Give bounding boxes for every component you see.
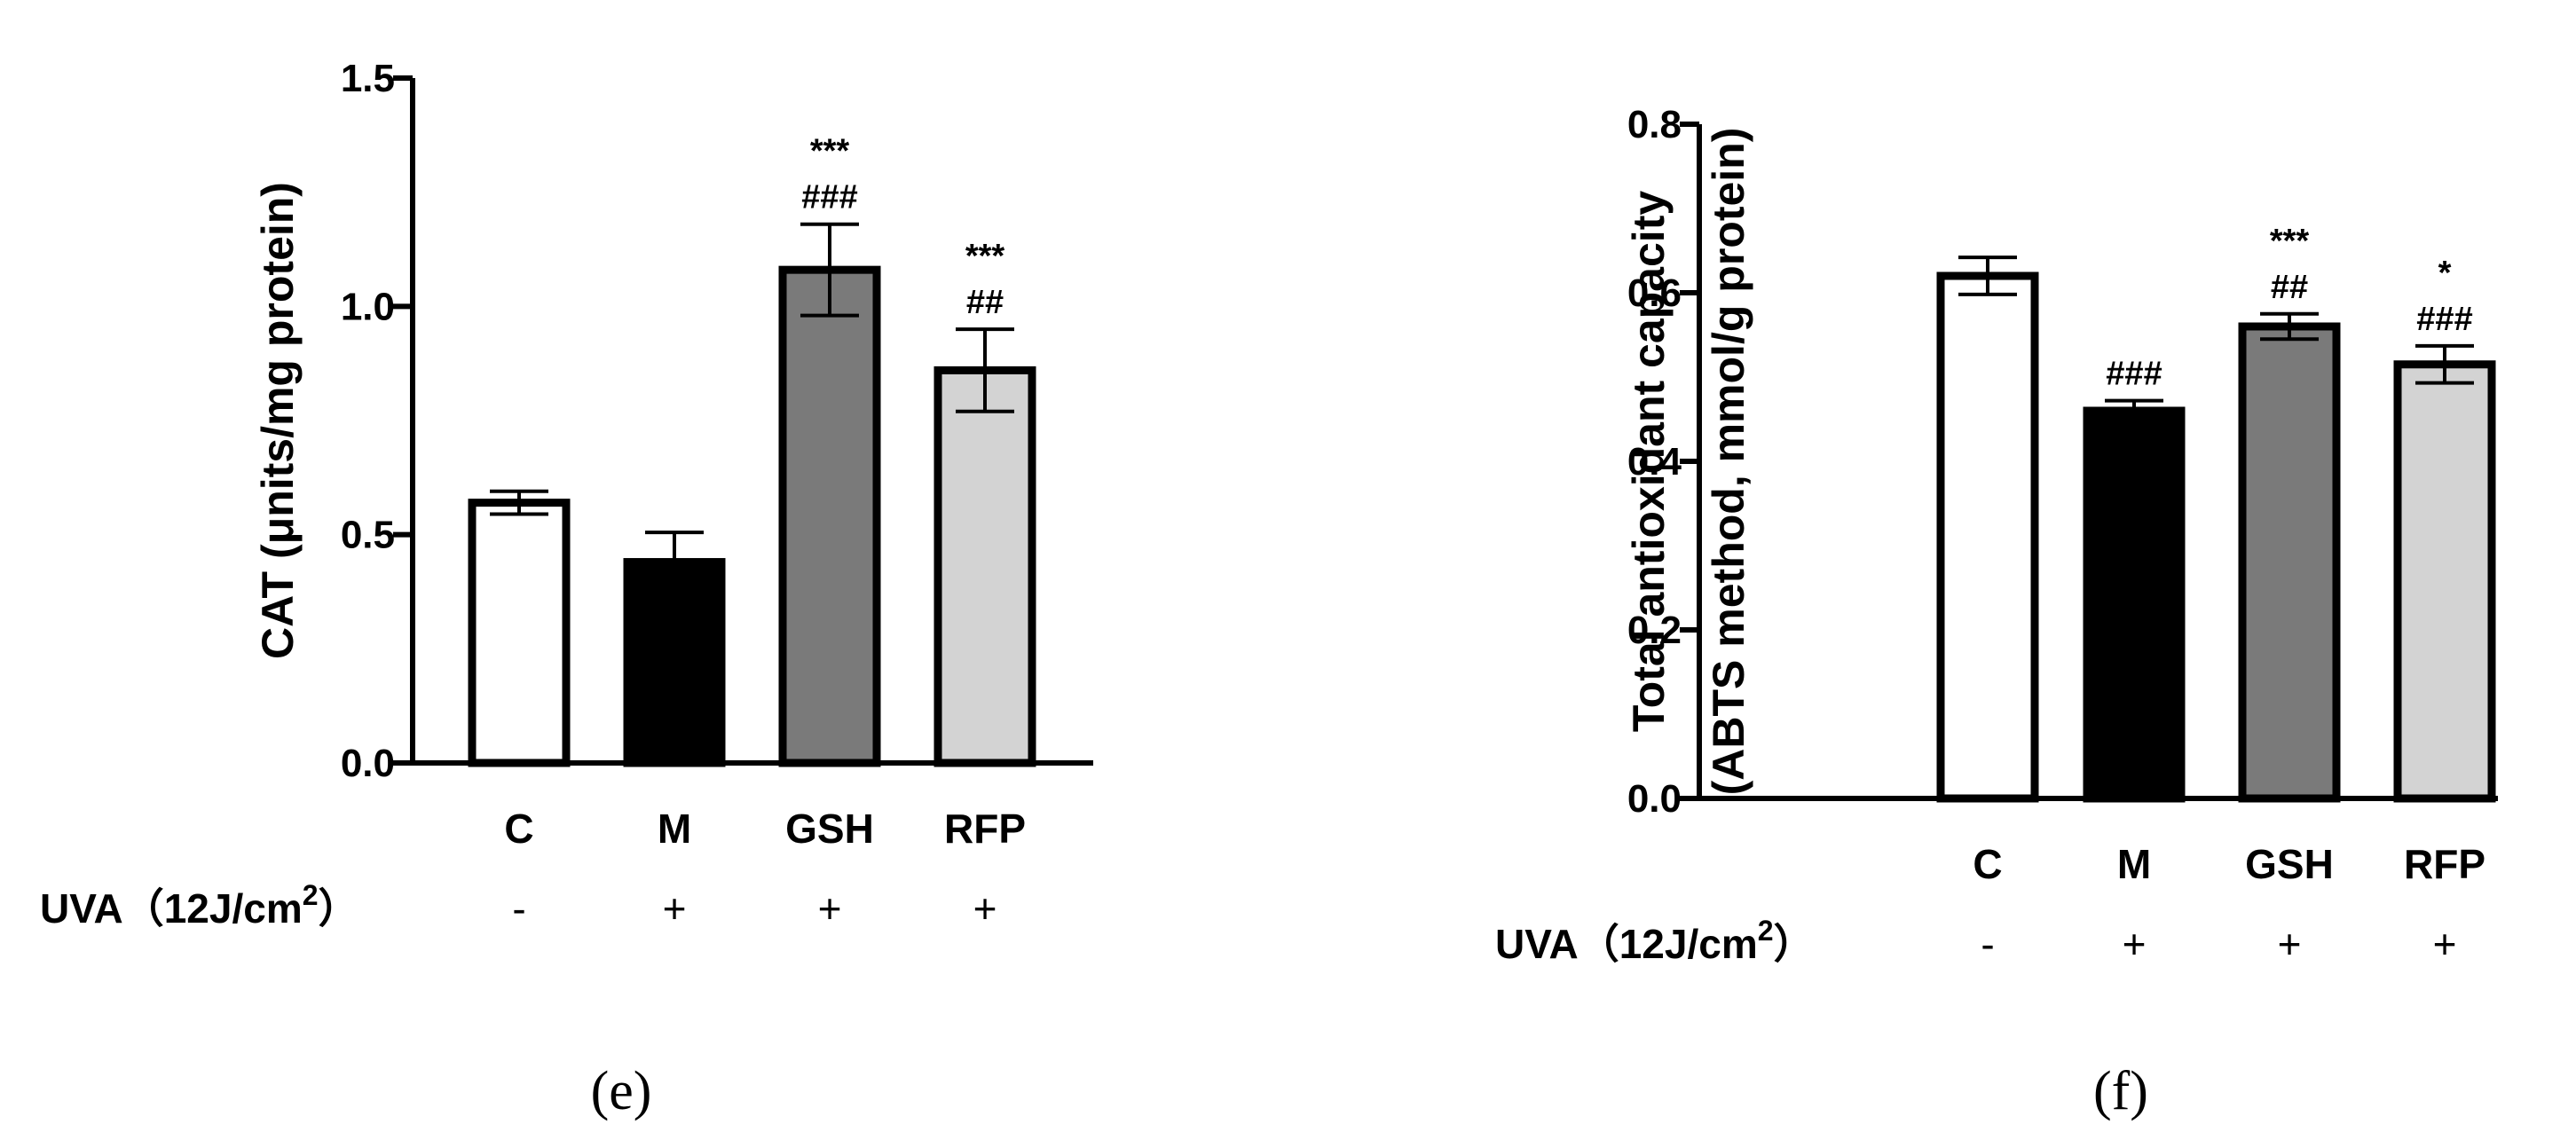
panel-label: (e) — [591, 1061, 652, 1121]
uva-value: + — [2433, 921, 2457, 967]
uva-label-superscript: 2 — [303, 879, 319, 911]
significance-hash: ### — [2106, 356, 2162, 393]
significance-hash: ### — [801, 179, 857, 216]
bar-c — [468, 499, 571, 767]
uva-label-text: UVA（12J/cm — [40, 885, 303, 932]
y-tick-label: 1.0 — [341, 285, 395, 328]
y-axis-title: CAT (μnits/mg protein) — [253, 182, 303, 659]
uva-value: + — [663, 885, 687, 932]
x-category-label: GSH — [2245, 841, 2334, 887]
x-category-label: M — [658, 806, 691, 852]
uva-value: + — [973, 885, 997, 932]
significance-star: *** — [965, 238, 1005, 275]
significance-hash: ### — [2416, 301, 2472, 338]
y-tick-label: 0.2 — [1627, 609, 1682, 652]
significance-hash: ## — [966, 284, 1004, 321]
bar-c — [1936, 271, 2039, 803]
chart-cat: 0.0 0.5 1.0 1.5 CAT (μnits/mg protein) C - M + ##… — [40, 57, 1093, 1121]
y-axis-title-line1: Total antioxidant capacity — [1624, 191, 1674, 732]
significance-star: * — [2438, 255, 2452, 292]
x-category-label: M — [2117, 841, 2151, 887]
y-tick-label: 1.5 — [341, 57, 395, 100]
y-tick-label: 0.8 — [1627, 103, 1682, 146]
bar-rfp — [2393, 360, 2496, 803]
bar-m — [2083, 406, 2186, 803]
y-tick-label: 0.5 — [341, 514, 395, 557]
x-category-label: RFP — [944, 806, 1026, 852]
uva-label-superscript: 2 — [1758, 915, 1774, 947]
uva-value: + — [818, 885, 842, 932]
uva-label-close: ） — [319, 885, 359, 932]
uva-value: - — [1981, 921, 1994, 967]
significance-star: *** — [810, 133, 850, 170]
y-tick-label: 0.0 — [341, 742, 395, 785]
bar-rfp — [934, 366, 1036, 767]
x-category-label: GSH — [785, 806, 874, 852]
y-tick-label: 0.6 — [1627, 271, 1682, 315]
uva-label-close: ） — [1774, 921, 1815, 967]
panel-label: (f) — [2093, 1061, 2148, 1121]
uva-label-text: UVA（12J/cm — [1495, 921, 1758, 967]
x-category-label: C — [504, 806, 533, 852]
significance-hash: ## — [2271, 269, 2308, 306]
x-category-label: RFP — [2404, 841, 2485, 887]
uva-value: + — [2123, 921, 2147, 967]
y-tick-label: 0.0 — [1627, 777, 1682, 821]
x-category-label: C — [1973, 841, 2002, 887]
significance-star: *** — [2270, 223, 2310, 260]
chart-total-antioxidant-capacity: 0.0 0.2 0.4 0.6 0.8 Total antioxidant capacit… — [1495, 103, 2498, 1121]
bar-gsh — [2238, 322, 2341, 803]
uva-value: + — [2278, 921, 2302, 967]
y-axis-title-line2: (ABTS method, mmol/g protein) — [1704, 128, 1753, 796]
uva-value: - — [512, 885, 525, 932]
bar-gsh — [778, 265, 881, 767]
y-tick-label: 0.4 — [1627, 440, 1682, 484]
uva-row-label: UVA（12J/cm2） — [1495, 915, 1815, 967]
uva-row-label: UVA（12J/cm2） — [40, 879, 359, 932]
